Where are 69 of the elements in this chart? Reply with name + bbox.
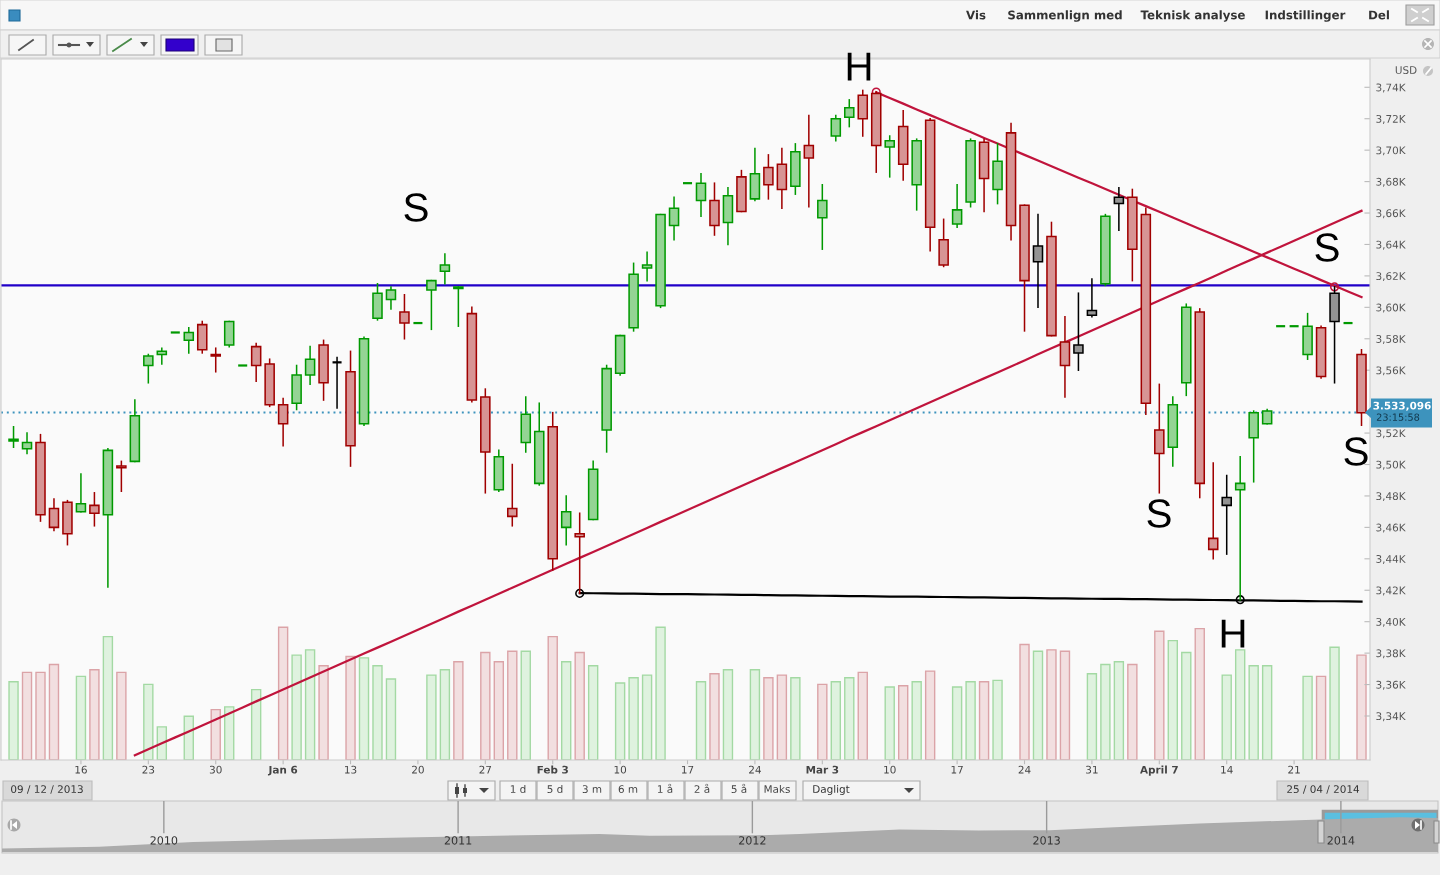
y-tick-label: 3,72K xyxy=(1376,114,1406,124)
y-tick-label: 3,46K xyxy=(1376,523,1406,533)
text: Teknisk analyse xyxy=(1140,10,1245,22)
x-tick-label: 2013 xyxy=(1033,836,1060,845)
x-tick-label: 10 xyxy=(614,765,627,774)
x-tick-label: 2014 xyxy=(1327,836,1355,845)
text: 25 / 04 / 2014 xyxy=(1287,785,1360,794)
text: Vis xyxy=(966,10,986,20)
text: 5 d xyxy=(547,784,563,794)
annotation: S xyxy=(1147,499,1171,528)
y-tick-label: 3,64K xyxy=(1376,240,1406,250)
text: Maks xyxy=(764,784,790,794)
x-tick-label: 31 xyxy=(1086,765,1098,774)
text: 3 m xyxy=(582,785,602,794)
x-tick-label: Jan 6 xyxy=(267,765,298,776)
annotation: S xyxy=(1344,437,1368,466)
y-tick-label: 3,44K xyxy=(1376,555,1406,564)
text: 6 m xyxy=(618,785,638,794)
x-tick-label: 21 xyxy=(1288,765,1300,774)
annotation: H xyxy=(1221,619,1245,648)
text: Sammenlign med xyxy=(1008,10,1122,22)
x-tick-label: 10 xyxy=(884,765,896,774)
x-tick-label: 17 xyxy=(682,765,694,774)
y-tick-label: 3,62K xyxy=(1376,272,1406,282)
y-tick-label: 3,58K xyxy=(1376,335,1406,344)
y-tick-label: 3,68K xyxy=(1376,177,1406,187)
x-tick-label: 23 xyxy=(142,765,155,774)
y-tick-label: 3,66K xyxy=(1376,209,1406,219)
ref-line-label: 3.533,096 xyxy=(1373,401,1431,411)
text: 23:15:58 xyxy=(1376,413,1420,421)
x-tick-label: 2012 xyxy=(739,836,766,845)
text: 09 / 12 / 2013 xyxy=(11,785,83,794)
x-tick-label: April 7 xyxy=(1140,765,1178,776)
x-tick-label: 20 xyxy=(412,765,424,774)
y-tick-label: 3,56K xyxy=(1376,366,1406,376)
annotation: S xyxy=(404,193,428,222)
x-tick-label: 30 xyxy=(209,765,222,774)
x-tick-label: 17 xyxy=(951,765,963,774)
y-tick-label: 3,34K xyxy=(1376,712,1406,722)
x-tick-label: Mar 3 xyxy=(806,765,839,774)
x-tick-label: 27 xyxy=(479,765,492,774)
annotation: H xyxy=(847,52,871,81)
text: 1 d xyxy=(510,784,526,794)
y-tick-label: 3,42K xyxy=(1376,586,1406,596)
text: Indstillinger xyxy=(1265,10,1346,22)
y-tick-label: 3,60K xyxy=(1376,303,1406,313)
x-tick-label: 2011 xyxy=(444,836,472,845)
text: Del xyxy=(1369,10,1389,20)
y-tick-label: 3,36K xyxy=(1376,680,1406,690)
y-tick-label: 3,70K xyxy=(1376,146,1406,156)
text: 1 å xyxy=(657,783,673,794)
y-tick-label: 3,74K xyxy=(1376,83,1406,93)
y-tick-label: 3,38K xyxy=(1376,649,1406,659)
text: 5 å xyxy=(731,783,747,794)
x-tick-label: 16 xyxy=(75,765,87,774)
y-tick-label: 3,48K xyxy=(1376,492,1406,502)
x-tick-label: 14 xyxy=(1221,765,1233,774)
y-tick-label: 3,40K xyxy=(1376,617,1406,627)
y-axis-title: USD xyxy=(1395,66,1417,75)
y-tick-label: 3,52K xyxy=(1376,429,1406,439)
text: Dagligt xyxy=(813,784,850,796)
x-tick-label: 24 xyxy=(749,765,761,774)
x-tick-label: Feb 3 xyxy=(537,765,568,774)
x-tick-label: 24 xyxy=(1018,765,1031,774)
text: 2 å xyxy=(694,783,710,794)
x-tick-label: 13 xyxy=(345,765,357,774)
y-tick-label: 3,50K xyxy=(1376,460,1406,470)
x-tick-label: 2010 xyxy=(150,836,178,845)
annotation: S xyxy=(1315,233,1339,262)
